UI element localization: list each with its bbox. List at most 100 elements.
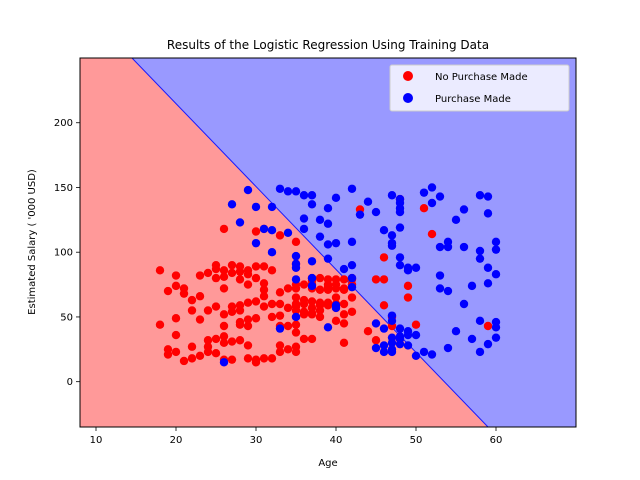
data-point-no-purchase: [251, 314, 261, 323]
data-point-no-purchase: [259, 262, 269, 271]
data-point-purchase: [403, 330, 413, 340]
data-point-purchase: [283, 228, 293, 237]
data-point-purchase: [451, 215, 461, 225]
data-points: [155, 183, 501, 367]
data-point-purchase: [323, 240, 333, 249]
data-point-no-purchase: [419, 203, 429, 213]
data-point-purchase: [427, 198, 437, 208]
plot-frame: [79, 57, 577, 428]
data-point-no-purchase: [187, 342, 197, 351]
data-point-no-purchase: [339, 338, 349, 348]
data-point-no-purchase: [267, 299, 277, 309]
data-point-no-purchase: [179, 289, 189, 298]
data-point-no-purchase: [211, 273, 221, 283]
data-point-no-purchase: [235, 267, 245, 276]
x-axis-label: Age: [318, 458, 337, 469]
data-point-no-purchase: [291, 306, 301, 315]
data-point-purchase: [227, 200, 237, 209]
data-point-no-purchase: [347, 293, 357, 302]
data-point-purchase: [379, 341, 389, 350]
data-point-purchase: [395, 253, 405, 262]
data-point-no-purchase: [227, 268, 237, 278]
data-point-purchase: [475, 347, 485, 357]
y-axis-ticks: 0 50 100 150 200: [54, 118, 80, 388]
data-point-purchase: [419, 188, 429, 197]
data-point-no-purchase: [187, 306, 197, 315]
data-point-purchase: [299, 214, 309, 223]
data-point-purchase: [371, 319, 381, 328]
data-point-purchase: [275, 184, 285, 193]
data-point-purchase: [443, 242, 453, 252]
data-point-no-purchase: [283, 345, 293, 354]
data-point-no-purchase: [339, 275, 349, 284]
data-point-purchase: [315, 215, 325, 225]
data-point-no-purchase: [259, 354, 269, 363]
data-point-no-purchase: [275, 347, 285, 357]
data-point-no-purchase: [331, 284, 341, 293]
legend-marker-no-purchase: [403, 71, 413, 81]
data-point-purchase: [467, 281, 477, 291]
data-point-purchase: [387, 191, 397, 200]
region-no-purchase: [80, 58, 488, 427]
data-point-purchase: [443, 343, 453, 353]
x-tick-label: 20: [170, 435, 183, 446]
data-point-purchase: [475, 191, 485, 200]
data-point-purchase: [435, 284, 445, 293]
data-point-no-purchase: [155, 320, 165, 329]
x-tick-label: 60: [490, 435, 503, 446]
data-point-purchase: [323, 219, 333, 228]
data-point-purchase: [339, 264, 349, 274]
data-point-purchase: [475, 246, 485, 256]
data-point-purchase: [395, 207, 405, 217]
data-point-no-purchase: [315, 312, 325, 322]
data-point-purchase: [435, 192, 445, 201]
data-point-purchase: [363, 197, 373, 206]
data-point-no-purchase: [331, 316, 341, 326]
data-point-no-purchase: [283, 303, 293, 313]
data-point-no-purchase: [379, 253, 389, 262]
data-point-no-purchase: [315, 306, 325, 315]
legend-marker-purchase: [403, 93, 413, 103]
data-point-purchase: [371, 207, 381, 217]
data-point-purchase: [395, 324, 405, 333]
data-point-no-purchase: [291, 347, 301, 357]
data-point-no-purchase: [275, 299, 285, 309]
data-point-no-purchase: [251, 297, 261, 306]
data-point-purchase: [483, 339, 493, 349]
data-point-purchase: [323, 323, 333, 332]
data-point-no-purchase: [243, 354, 253, 363]
data-point-purchase: [451, 326, 461, 336]
data-point-purchase: [435, 271, 445, 280]
data-point-purchase: [291, 275, 301, 284]
data-point-no-purchase: [227, 307, 237, 316]
data-point-no-purchase: [291, 328, 301, 337]
data-point-no-purchase: [211, 349, 221, 358]
data-point-no-purchase: [163, 286, 173, 296]
data-point-purchase: [491, 333, 501, 342]
data-point-purchase: [443, 286, 453, 296]
data-point-no-purchase: [307, 334, 317, 344]
data-point-no-purchase: [323, 301, 333, 310]
data-point-no-purchase: [315, 285, 325, 294]
data-point-no-purchase: [427, 229, 437, 239]
data-point-no-purchase: [219, 321, 229, 331]
data-point-purchase: [459, 205, 469, 214]
data-point-purchase: [283, 187, 293, 196]
data-point-purchase: [291, 263, 301, 272]
data-point-purchase: [483, 192, 493, 201]
legend: No Purchase Made Purchase Made: [389, 64, 570, 112]
data-point-purchase: [379, 226, 389, 235]
data-point-no-purchase: [163, 350, 173, 359]
data-point-purchase: [467, 334, 477, 344]
data-point-purchase: [323, 254, 333, 263]
data-point-purchase: [427, 183, 437, 192]
data-point-no-purchase: [251, 262, 261, 271]
y-tick-label: 50: [60, 312, 73, 323]
data-point-purchase: [291, 251, 301, 261]
y-axis-label: Estimated Salary ( '000 USD): [27, 169, 38, 315]
data-point-purchase: [483, 279, 493, 288]
data-point-no-purchase: [203, 336, 213, 345]
data-point-purchase: [387, 347, 397, 357]
data-point-no-purchase: [211, 302, 221, 311]
data-point-no-purchase: [411, 320, 421, 329]
